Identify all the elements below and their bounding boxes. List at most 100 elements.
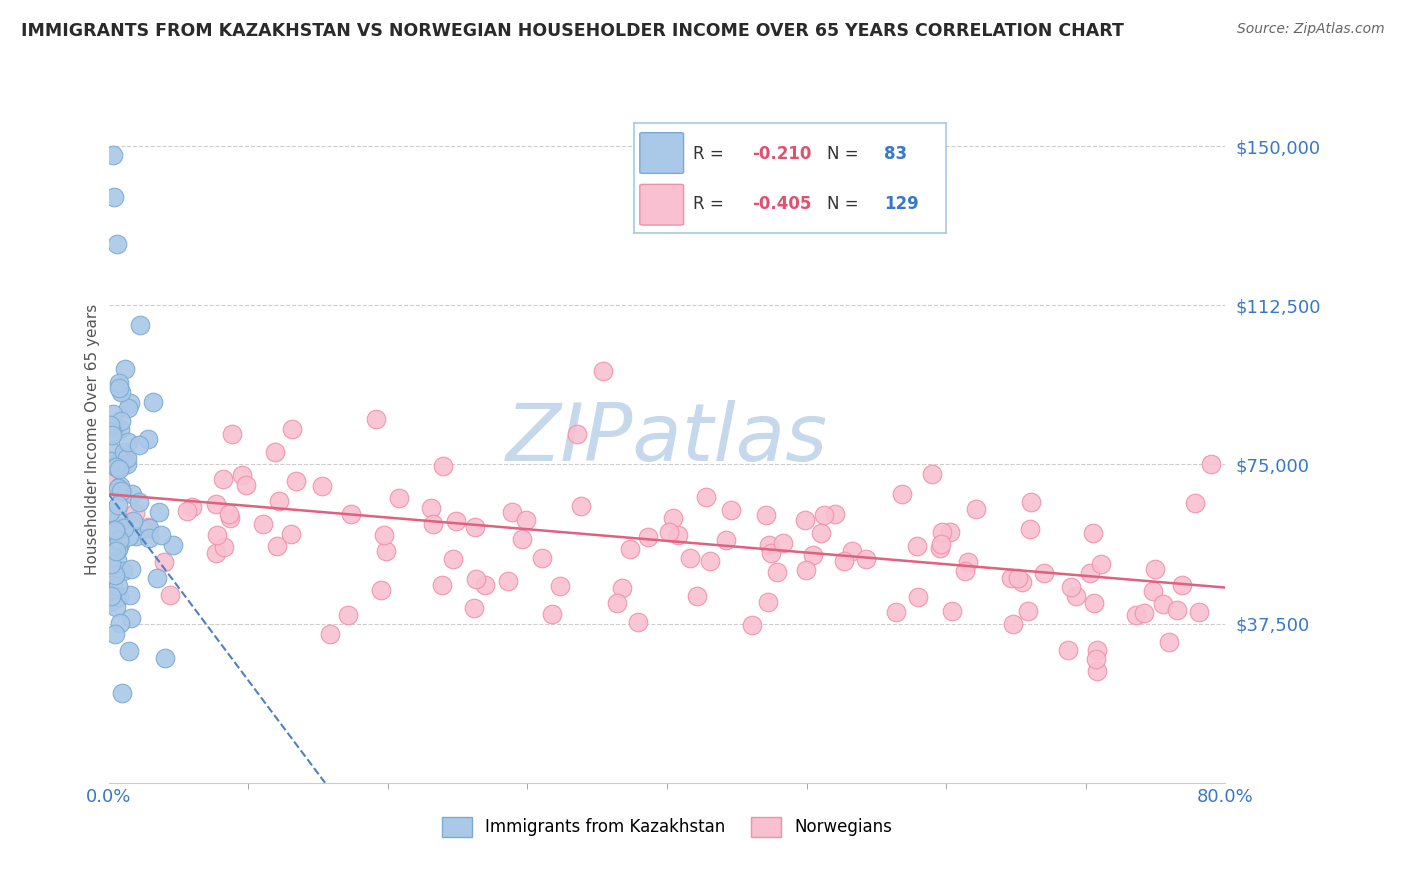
Point <box>432 578 454 592</box>
Point <box>465 572 488 586</box>
Point <box>319 626 342 640</box>
Point <box>104 544 127 558</box>
Point <box>1017 604 1039 618</box>
Point <box>122 514 145 528</box>
Point <box>699 554 721 568</box>
Point <box>120 396 142 410</box>
Point <box>569 499 592 513</box>
Point <box>340 508 363 522</box>
Point <box>1019 495 1042 509</box>
Point <box>104 568 127 582</box>
Point <box>108 536 131 550</box>
Point <box>104 458 127 472</box>
Point <box>103 534 125 549</box>
Point <box>146 571 169 585</box>
Point <box>104 524 127 539</box>
Point <box>374 544 396 558</box>
Point <box>110 453 132 467</box>
Point <box>695 490 717 504</box>
Point <box>619 541 641 556</box>
Point <box>955 564 977 578</box>
Point <box>136 432 159 446</box>
Point <box>1171 578 1194 592</box>
Point <box>107 512 129 526</box>
Point <box>931 525 953 540</box>
Point <box>162 538 184 552</box>
Point <box>128 438 150 452</box>
Point <box>463 601 485 615</box>
Point <box>98 418 121 433</box>
Point <box>98 595 121 609</box>
Point <box>285 474 308 488</box>
Point <box>1000 571 1022 585</box>
Point <box>1060 580 1083 594</box>
Point <box>366 411 388 425</box>
Point <box>205 546 228 560</box>
Point <box>103 536 125 550</box>
Point <box>110 385 132 400</box>
Point <box>128 495 150 509</box>
Point <box>181 500 204 514</box>
Point <box>801 548 824 562</box>
Point <box>159 588 181 602</box>
Point <box>548 579 571 593</box>
Point <box>567 427 589 442</box>
Point <box>1132 606 1154 620</box>
Point <box>531 550 554 565</box>
Point <box>120 611 142 625</box>
Text: ZIPatlas: ZIPatlas <box>506 400 828 478</box>
Point <box>1007 571 1029 585</box>
Point <box>1078 566 1101 580</box>
Point <box>231 467 253 482</box>
Point <box>110 422 132 436</box>
Point <box>219 510 242 524</box>
Point <box>592 364 614 378</box>
Point <box>266 539 288 553</box>
Text: Source: ZipAtlas.com: Source: ZipAtlas.com <box>1237 22 1385 37</box>
Point <box>105 590 128 604</box>
Point <box>111 686 134 700</box>
Point <box>311 479 333 493</box>
Point <box>510 532 533 546</box>
Point <box>218 507 240 521</box>
Point <box>104 627 127 641</box>
Point <box>264 445 287 459</box>
Point <box>1166 603 1188 617</box>
Point <box>149 528 172 542</box>
Point <box>107 579 129 593</box>
Y-axis label: Householder Income Over 65 years: Householder Income Over 65 years <box>86 303 100 574</box>
Point <box>1081 525 1104 540</box>
Point <box>474 578 496 592</box>
Point <box>720 503 742 517</box>
Point <box>108 479 131 493</box>
Point <box>105 553 128 567</box>
Point <box>280 526 302 541</box>
Point <box>422 517 444 532</box>
Point <box>515 513 537 527</box>
Point <box>1032 566 1054 580</box>
Point <box>1085 642 1108 657</box>
Point <box>1125 607 1147 622</box>
Point <box>176 503 198 517</box>
Point <box>98 505 121 519</box>
Point <box>117 434 139 449</box>
Point <box>235 478 257 492</box>
Point <box>1085 664 1108 678</box>
Point <box>1142 584 1164 599</box>
Point <box>107 541 129 556</box>
Point <box>100 557 122 571</box>
Point <box>1083 596 1105 610</box>
Point <box>117 529 139 543</box>
Point <box>205 528 228 542</box>
Point <box>125 529 148 543</box>
Point <box>928 541 950 556</box>
Point <box>501 505 523 519</box>
Point <box>832 553 855 567</box>
Point <box>1064 589 1087 603</box>
Point <box>891 486 914 500</box>
Point <box>100 428 122 442</box>
Point <box>120 561 142 575</box>
Point <box>105 459 128 474</box>
Point <box>101 147 124 161</box>
Point <box>758 538 780 552</box>
